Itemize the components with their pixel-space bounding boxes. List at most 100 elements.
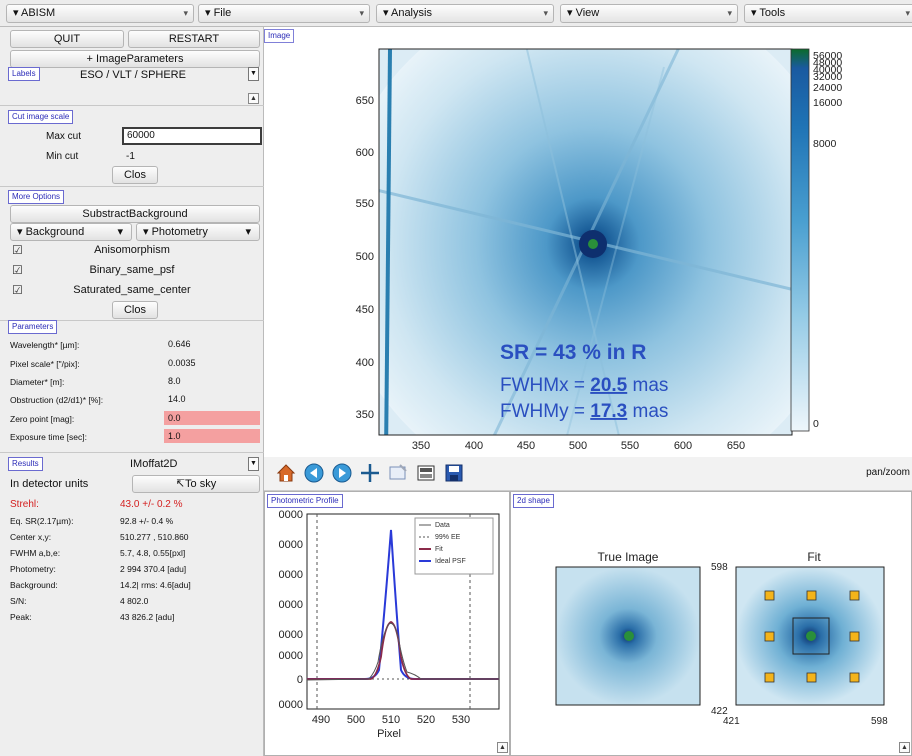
result-value: 4 802.0 bbox=[120, 596, 149, 606]
x-tick-label: 500 bbox=[569, 440, 587, 452]
colorbar-tick-label: 16000 bbox=[813, 97, 842, 109]
shape-plot[interactable]: True Image Fit 598 bbox=[511, 492, 912, 756]
menu-arrow-icon: ▾ bbox=[13, 7, 21, 19]
binary-same-psf-checkbox[interactable]: ☑ bbox=[12, 263, 23, 277]
y-tick-label: 550 bbox=[356, 198, 374, 210]
y-tick-label: 650 bbox=[356, 95, 374, 107]
result-label: Photometry: bbox=[10, 564, 56, 574]
menu-arrow-icon: ▾ bbox=[17, 226, 26, 238]
colorbar-tick-label: 40000 bbox=[813, 64, 842, 76]
menu-arrow-icon: ▾ bbox=[567, 7, 576, 19]
profile-y-tick: 0000 bbox=[279, 599, 303, 611]
max-cut-input[interactable]: 60000 bbox=[122, 127, 262, 145]
result-value: 43 826.2 [adu] bbox=[120, 612, 175, 622]
chevron-down-icon: ▾ bbox=[727, 8, 732, 18]
result-value: 5.7, 4.8, 0.55[pxl] bbox=[120, 548, 186, 558]
fwhmy-annotation: FWHMy = 17.3 mas bbox=[500, 401, 668, 422]
cut-image-scale-tag: Cut image scale bbox=[8, 110, 74, 124]
shape-tag: 2d shape bbox=[513, 494, 554, 508]
instrument-dropdown-icon[interactable]: ▼ bbox=[248, 67, 259, 81]
menu-file[interactable]: ▾ File ▾ bbox=[198, 4, 370, 23]
legend-label: Ideal PSF bbox=[435, 558, 466, 565]
fit-model-dropdown-icon[interactable]: ▼ bbox=[248, 457, 259, 471]
menu-tools[interactable]: ▾ Tools ▾ bbox=[744, 4, 912, 23]
restart-button[interactable]: RESTART bbox=[128, 30, 260, 48]
pixel-scale-input[interactable]: 0.0035 bbox=[168, 358, 196, 368]
scroll-up-icon[interactable]: ▲ bbox=[497, 742, 508, 753]
background-dropdown[interactable]: ▾ Background ▾ bbox=[10, 223, 132, 241]
colorbar-tick-label: 48000 bbox=[813, 57, 842, 69]
scroll-up-icon[interactable]: ▲ bbox=[248, 93, 259, 104]
exposure-time-input[interactable]: 1.0 bbox=[164, 429, 260, 443]
profile-y-tick: 0000 bbox=[279, 699, 303, 711]
scroll-up-icon[interactable]: ▲ bbox=[899, 742, 910, 753]
profile-plot[interactable]: Data 99% EE Fit Ideal PSF 0000 0000 0000… bbox=[265, 492, 511, 756]
menu-arrow-icon: ▾ bbox=[383, 7, 391, 19]
y-tick-label: 350 bbox=[356, 409, 374, 421]
mode-readout: pan/zoom bbox=[866, 467, 910, 478]
wavelength-input[interactable]: 0.646 bbox=[168, 339, 191, 349]
zero-point-input[interactable]: 0.0 bbox=[164, 411, 260, 425]
fit-model-label: IMoffat2D bbox=[130, 458, 178, 470]
chevron-down-icon: ▾ bbox=[905, 8, 910, 18]
true-image-title: True Image bbox=[598, 550, 659, 564]
true-image-peak bbox=[624, 631, 634, 641]
fit-title: Fit bbox=[807, 550, 821, 564]
close-cut-button[interactable]: Clos bbox=[112, 166, 158, 184]
obstruction-input[interactable]: 14.0 bbox=[168, 394, 186, 404]
x-tick-label: 650 bbox=[727, 440, 745, 452]
diameter-input[interactable]: 8.0 bbox=[168, 376, 181, 386]
chevron-down-icon: ▾ bbox=[183, 8, 188, 18]
aperture-marker bbox=[806, 672, 817, 683]
param-label: Pixel scale* ["/pix]: bbox=[10, 359, 80, 369]
zoom-rectangle-icon[interactable] bbox=[386, 461, 410, 485]
image-parameters-button[interactable]: + ImageParameters bbox=[10, 50, 260, 68]
saturated-same-center-checkbox[interactable]: ☑ bbox=[12, 283, 23, 297]
min-cut-value[interactable]: -1 bbox=[126, 151, 135, 162]
legend-label: Data bbox=[435, 522, 450, 529]
menu-analysis[interactable]: ▾ Analysis ▾ bbox=[376, 4, 554, 23]
divider bbox=[0, 320, 264, 321]
divider bbox=[0, 105, 264, 106]
more-options-tag: More Options bbox=[8, 190, 65, 204]
result-label: S/N: bbox=[10, 596, 27, 606]
home-icon[interactable] bbox=[274, 461, 298, 485]
profile-x-tick: 530 bbox=[452, 714, 470, 726]
subtract-background-button[interactable]: SubstractBackground bbox=[10, 205, 260, 223]
aperture-marker bbox=[849, 672, 860, 683]
aperture-marker bbox=[849, 590, 860, 601]
menu-arrow-icon: ▾ bbox=[205, 7, 214, 19]
psf-peak bbox=[588, 239, 598, 249]
y-tick-label: 450 bbox=[356, 304, 374, 316]
aperture-marker bbox=[806, 590, 817, 601]
menu-view[interactable]: ▾ View ▾ bbox=[560, 4, 738, 23]
fit-curve bbox=[307, 621, 499, 680]
image-plot[interactable]: 650 600 550 500 450 400 350 350 400 450 … bbox=[264, 27, 912, 457]
min-cut-label: Min cut bbox=[46, 151, 79, 162]
pan-icon[interactable] bbox=[358, 461, 382, 485]
photometry-dropdown[interactable]: ▾ Photometry ▾ bbox=[136, 223, 260, 241]
bottom-area: Photometric Profile Data 99% EE Fit bbox=[264, 491, 912, 756]
configure-subplots-icon[interactable] bbox=[414, 461, 438, 485]
save-icon[interactable] bbox=[442, 461, 466, 485]
profile-y-tick: 0000 bbox=[279, 539, 303, 551]
close-options-button[interactable]: Clos bbox=[112, 301, 158, 319]
aperture-marker bbox=[764, 590, 775, 601]
menu-abism[interactable]: ▾ ABISM ▾ bbox=[6, 4, 194, 23]
ideal-psf-curve bbox=[307, 529, 499, 680]
result-value: 510.277 , 510.860 bbox=[120, 532, 189, 542]
axis-label-bottom: 422 bbox=[711, 706, 728, 717]
result-label: Eq. SR(2.17µm): bbox=[10, 516, 74, 526]
y-tick-label: 600 bbox=[356, 147, 374, 159]
to-sky-button[interactable]: ↸To sky bbox=[132, 475, 260, 493]
profile-x-tick: 510 bbox=[382, 714, 400, 726]
menu-arrow-icon: ▾ bbox=[143, 226, 152, 238]
chevron-down-icon: ▾ bbox=[245, 226, 251, 238]
chevron-down-icon: ▾ bbox=[543, 8, 548, 18]
colorbar-tick-label: 56000 bbox=[813, 50, 842, 62]
forward-icon[interactable] bbox=[330, 461, 354, 485]
anisomorphism-checkbox[interactable]: ☑ bbox=[12, 243, 23, 257]
back-icon[interactable] bbox=[302, 461, 326, 485]
quit-button[interactable]: QUIT bbox=[10, 30, 124, 48]
